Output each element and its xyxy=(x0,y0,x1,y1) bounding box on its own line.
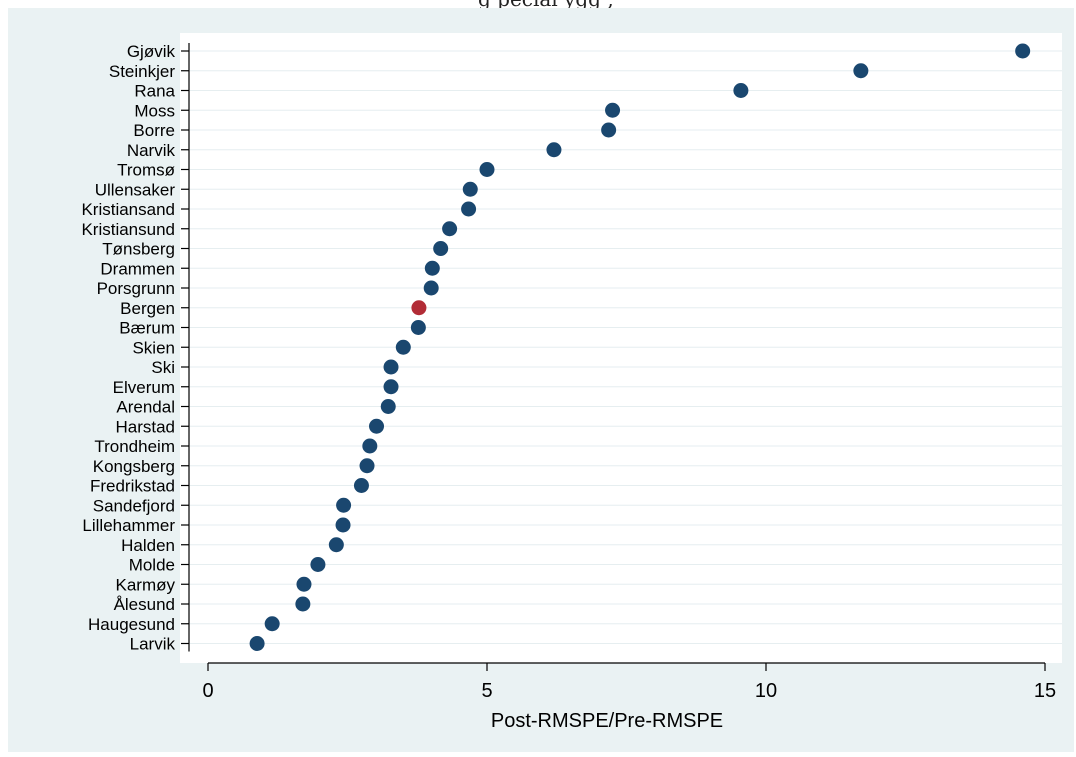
y-tick-label: Harstad xyxy=(115,417,175,436)
x-tick-label: 10 xyxy=(755,680,777,702)
data-point xyxy=(410,320,426,335)
data-point xyxy=(423,280,439,296)
data-point xyxy=(601,122,617,138)
data-point xyxy=(335,517,351,533)
data-point xyxy=(369,418,385,434)
y-tick-label: Ålesund xyxy=(114,595,175,614)
data-point xyxy=(249,636,265,651)
y-tick-label: Rana xyxy=(134,82,175,101)
x-tick-label: 5 xyxy=(481,680,492,702)
y-tick-label: Skien xyxy=(132,338,175,357)
x-tick-label: 15 xyxy=(1034,680,1056,702)
y-tick-label: Karmøy xyxy=(116,575,176,594)
y-tick-label: Arendal xyxy=(116,398,175,417)
y-tick-label: Haugesund xyxy=(88,615,175,634)
y-tick-label: Larvik xyxy=(130,635,176,654)
y-tick-label: Tromsø xyxy=(117,161,175,180)
y-tick-label: Fredrikstad xyxy=(90,477,175,496)
y-tick-label: Sandefjord xyxy=(93,496,175,515)
y-tick-label: Drammen xyxy=(100,259,175,278)
data-point xyxy=(424,260,440,276)
data-point xyxy=(733,83,749,98)
y-tick-label: Kristiansand xyxy=(81,200,175,219)
x-axis-title: Post-RMSPE/Pre-RMSPE xyxy=(491,710,723,732)
data-point-highlight xyxy=(411,300,427,316)
data-point xyxy=(310,557,326,572)
data-point xyxy=(264,616,280,632)
data-point xyxy=(383,359,399,375)
y-axis: GjøvikSteinkjerRanaMossBorreNarvikTromsø… xyxy=(81,42,190,654)
y-tick-label: Halden xyxy=(121,536,175,555)
y-tick-label: Bergen xyxy=(120,299,175,318)
y-tick-label: Molde xyxy=(129,556,175,575)
clipped-title-text: g pecial ygg , xyxy=(478,0,614,10)
clipped-title: g pecial ygg , xyxy=(0,0,1076,10)
y-tick-label: Lillehammer xyxy=(82,516,175,535)
data-point xyxy=(359,458,375,474)
y-tick-label: Steinkjer xyxy=(109,62,175,81)
y-tick-label: Narvik xyxy=(127,141,176,160)
data-point xyxy=(853,63,869,79)
y-tick-label: Ski xyxy=(151,358,175,377)
grid-lines xyxy=(190,50,1062,644)
y-tick-label: Kristiansund xyxy=(81,220,175,239)
data-point xyxy=(380,399,396,414)
data-point xyxy=(353,478,369,493)
y-tick-label: Gjøvik xyxy=(127,42,176,61)
y-tick-label: Bærum xyxy=(119,319,175,338)
y-tick-label: Porsgrunn xyxy=(97,279,175,298)
data-points xyxy=(249,43,1031,651)
plot-area xyxy=(180,33,1062,663)
data-point xyxy=(383,379,399,395)
data-point xyxy=(546,142,562,158)
data-point xyxy=(433,241,449,256)
y-tick-label: Elverum xyxy=(113,378,175,397)
data-point xyxy=(462,181,478,197)
x-axis: 0 5 10 15 xyxy=(202,662,1056,702)
data-point xyxy=(461,201,477,217)
data-point xyxy=(362,438,378,454)
data-point xyxy=(336,497,352,513)
data-point xyxy=(328,537,344,553)
data-point xyxy=(479,162,495,177)
y-tick-label: Kongsberg xyxy=(93,457,175,476)
data-point xyxy=(295,596,311,612)
data-point xyxy=(605,102,621,118)
y-tick-label: Moss xyxy=(134,101,175,120)
data-point xyxy=(296,576,312,592)
data-point xyxy=(1015,43,1031,59)
data-point xyxy=(442,221,458,237)
data-point xyxy=(395,339,411,355)
y-tick-label: Tønsberg xyxy=(102,240,175,259)
y-tick-label: Trondheim xyxy=(94,437,175,456)
y-tick-label: Ullensaker xyxy=(95,180,176,199)
x-tick-label: 0 xyxy=(202,680,213,702)
y-tick-label: Borre xyxy=(133,121,175,140)
